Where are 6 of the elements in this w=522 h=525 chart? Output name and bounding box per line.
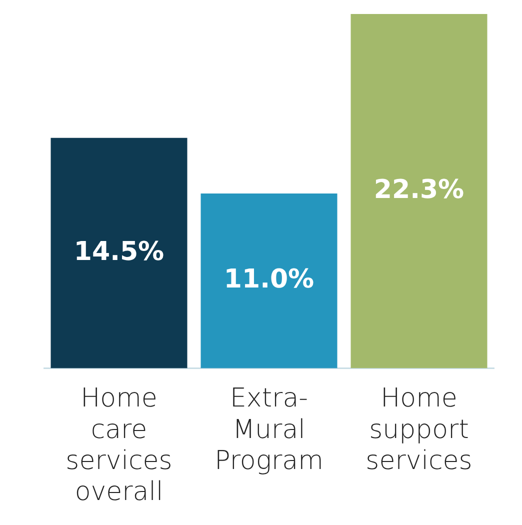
data-label: 14.5%: [74, 236, 164, 267]
data-label: 22.3%: [374, 174, 464, 205]
x-tick-label: Home care services overall: [66, 384, 172, 508]
x-tick-label: Home support services: [366, 384, 472, 476]
data-label: 11.0%: [224, 264, 314, 295]
x-tick-label: Extra-Mural Program: [214, 384, 324, 476]
